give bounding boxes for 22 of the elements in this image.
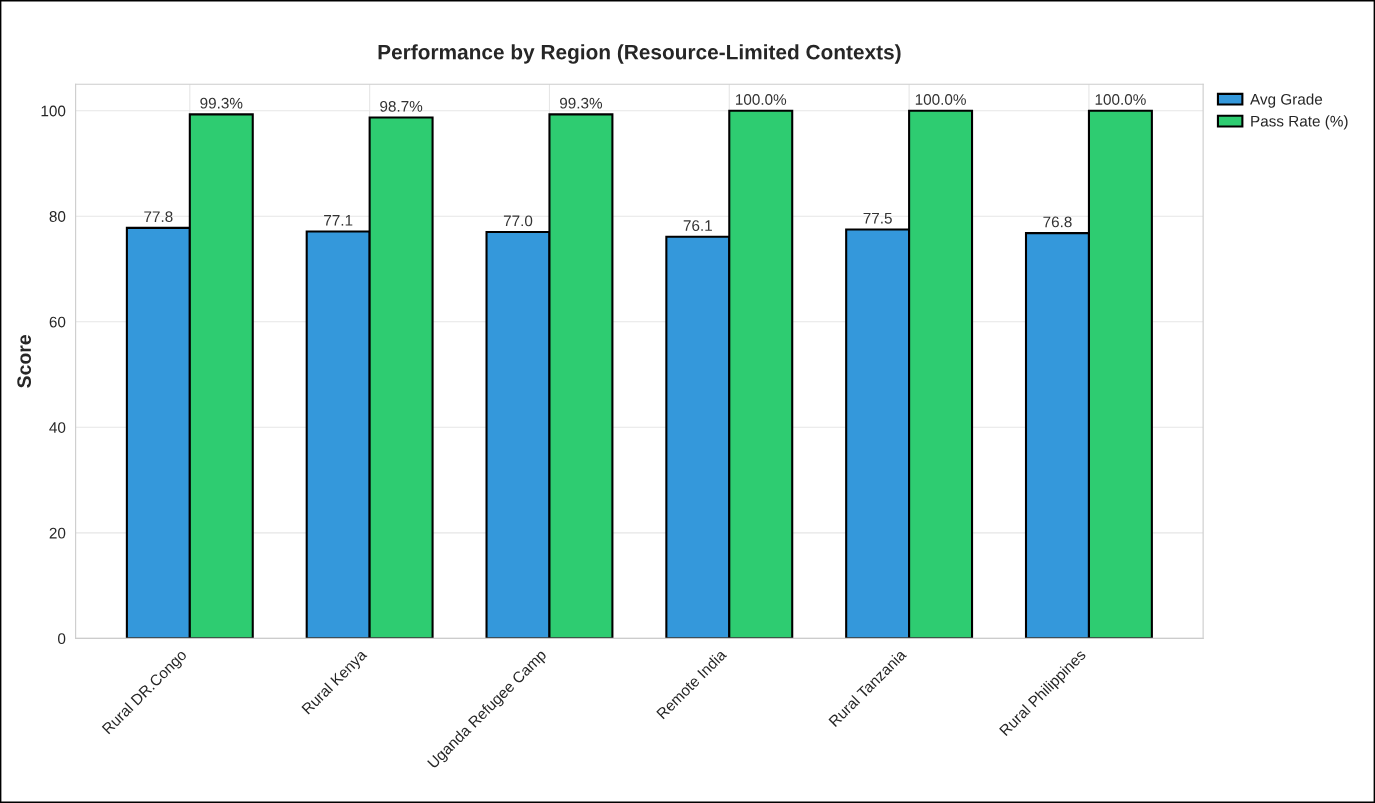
y-tick-label: 100 xyxy=(41,105,66,117)
y-tick-label: 0 xyxy=(58,633,66,645)
data-label: 98.7% xyxy=(380,100,423,112)
data-label: 77.0 xyxy=(503,215,533,227)
legend-label: Pass Rate (%) xyxy=(1251,115,1348,130)
chart-title: Performance by Region (Resource-Limited Contexts) xyxy=(378,44,901,64)
data-label: 99.3% xyxy=(559,97,603,109)
data-label: 76.8 xyxy=(1043,216,1072,228)
data-label: 99.3% xyxy=(200,97,243,109)
data-label: 100.0% xyxy=(915,94,966,105)
y-tick-label: 60 xyxy=(49,316,66,328)
y-tick-label: 40 xyxy=(49,422,66,433)
y-tick-label: 80 xyxy=(49,211,66,222)
data-label: 77.1 xyxy=(324,215,353,226)
data-label: 77.8 xyxy=(144,211,173,223)
data-label: 100.0% xyxy=(736,94,787,105)
data-label: 77.5 xyxy=(863,212,892,224)
data-label: 100.0% xyxy=(1095,94,1146,105)
y-tick-label: 20 xyxy=(49,527,66,539)
y-axis-title: Score xyxy=(17,334,32,388)
legend-label: Avg Grade xyxy=(1250,93,1323,108)
data-label: 76.1 xyxy=(683,220,712,232)
